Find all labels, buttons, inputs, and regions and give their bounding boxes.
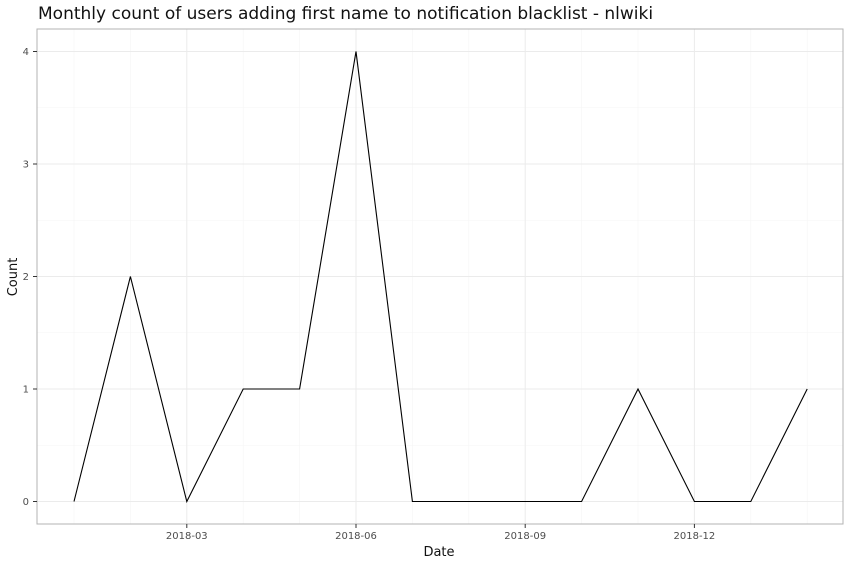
y-axis: 0 1 2 3 4 xyxy=(23,47,37,508)
x-axis: 2018-03 2018-06 2018-09 2018-12 xyxy=(166,524,715,542)
y-tick-label: 3 xyxy=(23,160,29,171)
chart-title: Monthly count of users adding first name… xyxy=(38,4,653,24)
y-tick-label: 4 xyxy=(23,47,29,58)
series-line xyxy=(73,51,808,504)
y-tick-label: 2 xyxy=(23,272,29,283)
y-tick-label: 1 xyxy=(23,385,29,396)
x-tick-label: 2018-09 xyxy=(504,531,546,542)
x-tick-label: 2018-03 xyxy=(166,531,208,542)
x-tick-label: 2018-06 xyxy=(335,531,377,542)
y-axis-title: Count xyxy=(6,258,21,297)
x-axis-title: Date xyxy=(423,545,454,560)
y-tick-label: 0 xyxy=(23,497,29,508)
major-gridlines xyxy=(37,29,843,524)
x-tick-label: 2018-12 xyxy=(674,531,716,542)
